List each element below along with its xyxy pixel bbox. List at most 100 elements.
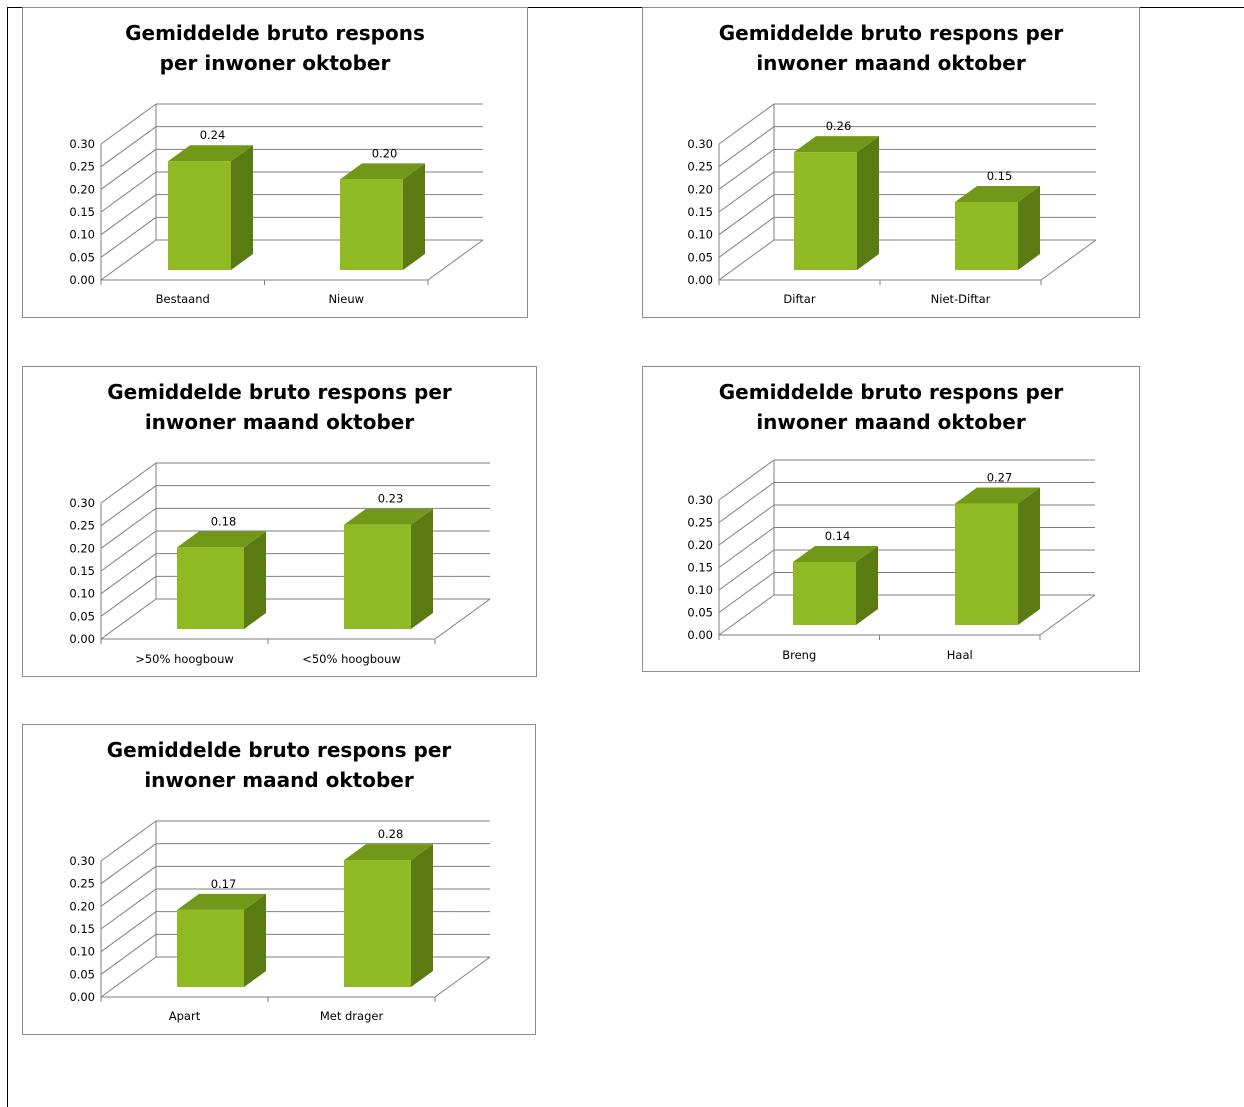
y-tick-label: 0.15	[69, 205, 95, 219]
data-label: 0.23	[378, 492, 404, 506]
bar	[177, 909, 244, 987]
category-label: Niet-Diftar	[931, 292, 991, 306]
bar-side	[856, 546, 878, 625]
gridline-diagonal	[718, 216, 775, 258]
gridline-diagonal	[100, 126, 157, 168]
y-tick-label: 0.15	[687, 205, 713, 219]
chart-title: Gemiddelde bruto respons per inwoner maa…	[643, 18, 1139, 78]
gridline-diagonal	[718, 171, 775, 213]
bar-top	[177, 893, 266, 910]
gridline-diagonal	[718, 572, 775, 613]
gridline-diagonal	[718, 504, 775, 546]
gridline-diagonal	[718, 527, 775, 568]
category-label: Breng	[782, 648, 816, 662]
y-tick-label: 0.30	[69, 137, 95, 151]
y-tick-label: 0.05	[69, 967, 95, 981]
y-tick-label: 0.00	[69, 990, 95, 1004]
bar-side	[411, 508, 433, 629]
gridline-diagonal	[100, 171, 157, 213]
floor-right-edge	[434, 598, 491, 640]
gridline-diagonal	[100, 553, 157, 595]
gridline-diagonal	[100, 888, 157, 930]
chart-diftar: Gemiddelde bruto respons per inwoner maa…	[642, 7, 1140, 318]
chart-title: Gemiddelde bruto respons per inwoner maa…	[23, 377, 536, 437]
bar-side	[1018, 186, 1040, 270]
data-label: 0.28	[378, 827, 404, 841]
bar	[955, 503, 1018, 625]
gridline-diagonal	[100, 485, 157, 527]
y-tick-label: 0.10	[69, 587, 95, 601]
y-tick-label: 0.15	[687, 561, 713, 575]
chart-plot: 0.00 0.05 0.10 0.15 0.20 0.25 0.30 0.14 Breng 0.2…	[687, 459, 1096, 662]
y-tick-label: 0.25	[687, 516, 713, 530]
y-tick-label: 0.15	[69, 922, 95, 936]
chart-title-line-1: Gemiddelde bruto respons	[125, 21, 425, 45]
gridline-diagonal	[100, 216, 157, 258]
data-label: 0.14	[825, 529, 851, 543]
gridline-diagonal	[718, 126, 775, 168]
gridline-diagonal	[100, 598, 157, 640]
chart-title-line-2: inwoner maand oktober	[144, 410, 415, 434]
bar-side	[403, 163, 425, 270]
y-tick-label: 0.00	[687, 273, 713, 287]
gridline-diagonal	[718, 459, 775, 501]
gridline-diagonal	[718, 482, 775, 523]
data-label: 0.27	[987, 471, 1013, 485]
y-tick-label: 0.30	[687, 493, 713, 507]
chart-title: Gemiddelde bruto respons per inwoner maa…	[643, 377, 1139, 437]
y-tick-label: 0.20	[687, 182, 713, 196]
floor-right-edge	[434, 956, 491, 998]
y-tick-label: 0.00	[69, 273, 95, 287]
bar	[340, 179, 403, 270]
category-label: Met drager	[320, 1009, 384, 1023]
bar-side	[1018, 487, 1040, 625]
data-label: 0.24	[200, 128, 226, 142]
category-label: Bestaand	[156, 292, 210, 306]
chart-title-line-2: inwoner maand oktober	[756, 410, 1026, 434]
bar-top	[177, 531, 266, 548]
y-tick-label: 0.10	[687, 583, 713, 597]
chart-breng-haal: Gemiddelde bruto respons per inwoner maa…	[642, 366, 1140, 672]
bar	[168, 161, 231, 270]
bar-top	[344, 508, 433, 525]
y-tick-label: 0.25	[69, 877, 95, 891]
bar-top	[168, 145, 253, 162]
y-tick-label: 0.25	[69, 160, 95, 174]
bar	[955, 202, 1018, 270]
chart-title-line-2: per inwoner oktober	[159, 51, 391, 75]
chart-title-line-1: Gemiddelde bruto respons per	[718, 380, 1064, 404]
bar	[344, 860, 411, 987]
chart-title: Gemiddelde bruto respons per inwoner maa…	[23, 735, 535, 795]
gridline-diagonal	[718, 148, 775, 190]
chart-title: Gemiddelde bruto respons per inwoner okt…	[23, 18, 527, 78]
gridline-diagonal	[100, 103, 157, 145]
category-label: Nieuw	[328, 292, 364, 306]
bar-top	[794, 136, 879, 153]
chart-title-line-1: Gemiddelde bruto respons per	[107, 380, 452, 404]
gridline-diagonal	[718, 103, 775, 145]
category-label: Apart	[169, 1009, 201, 1023]
gridline-diagonal	[100, 956, 157, 998]
y-tick-label: 0.15	[69, 564, 95, 578]
y-tick-label: 0.30	[69, 496, 95, 510]
floor-right-edge	[1040, 239, 1097, 281]
chart-plot: 0.00 0.05 0.10 0.15 0.20 0.25 0.30 0.24 Bestaand…	[69, 103, 484, 306]
y-tick-label: 0.25	[69, 519, 95, 533]
y-tick-label: 0.20	[687, 538, 713, 552]
chart-hoogbouw: Gemiddelde bruto respons per inwoner maa…	[22, 366, 537, 677]
y-tick-label: 0.05	[687, 606, 713, 620]
chart-plot: 0.00 0.05 0.10 0.15 0.20 0.25 0.30 0.26 Diftar 0.…	[687, 103, 1097, 306]
y-tick-label: 0.00	[69, 632, 95, 646]
data-label: 0.18	[211, 514, 237, 528]
bar-top	[793, 546, 878, 562]
bar	[177, 547, 244, 629]
category-label: Diftar	[783, 292, 815, 306]
bar-side	[244, 893, 266, 987]
gridline-diagonal	[100, 820, 157, 862]
gridline-diagonal	[100, 194, 157, 236]
bar-side	[231, 145, 253, 270]
gridline-diagonal	[100, 865, 157, 907]
y-tick-label: 0.00	[687, 628, 713, 642]
y-tick-label: 0.10	[69, 945, 95, 959]
y-tick-label: 0.20	[69, 182, 95, 196]
